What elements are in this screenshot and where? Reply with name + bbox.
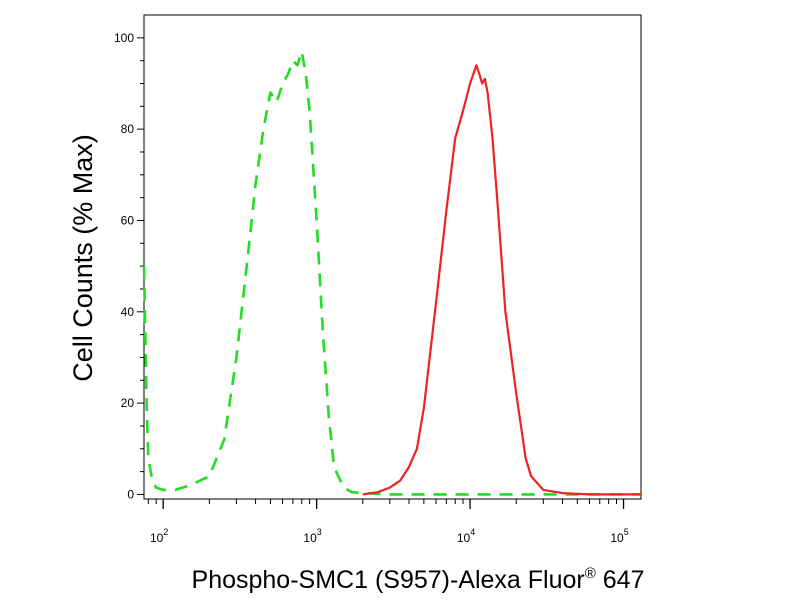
x-axis-title: Phospho-SMC1 (S957)-Alexa Fluor® 647 [192, 565, 645, 594]
x-tick-label: 103 [303, 527, 321, 545]
y-tick-label: 80 [121, 122, 135, 136]
y-tick-label: 20 [121, 396, 135, 410]
x-tick-label: 104 [457, 527, 475, 545]
y-tick-label: 100 [114, 31, 134, 45]
y-tick-label: 40 [121, 305, 135, 319]
series-line-dashed-green [142, 50, 641, 496]
x-axis: 102 103 104 105 [147, 499, 629, 545]
plot-frame [143, 14, 642, 500]
x-axis-title-suffix: 647 [596, 566, 645, 594]
y-axis: 0 20 40 60 80 100 [114, 31, 144, 501]
x-axis-title-main: Phospho-SMC1 (S957)-Alexa Fluor [192, 566, 585, 594]
x-axis-title-superscript: ® [585, 565, 596, 582]
y-axis-title: Cell Counts (% Max) [68, 134, 98, 382]
x-tick-label: 105 [610, 527, 628, 545]
x-tick-label: 102 [150, 527, 168, 545]
series-lines [142, 50, 641, 496]
y-tick-label: 0 [127, 487, 134, 501]
series-line-solid-red [362, 64, 641, 496]
y-tick-label: 60 [121, 213, 135, 227]
